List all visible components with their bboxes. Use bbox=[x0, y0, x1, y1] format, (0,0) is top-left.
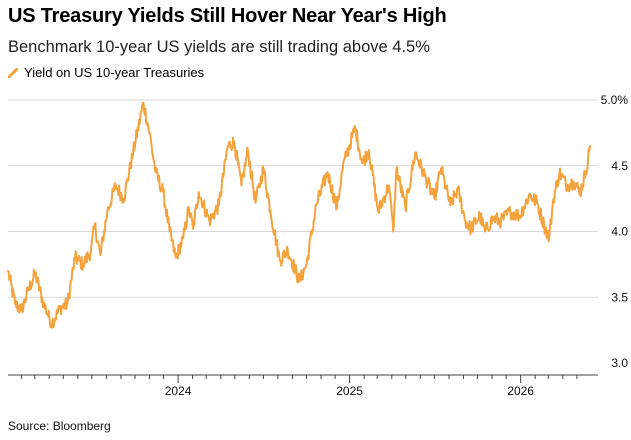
source-note: Source: Bloomberg bbox=[8, 419, 111, 433]
y-tick-label: 5.0% bbox=[601, 93, 629, 107]
x-tick-label: 2026 bbox=[507, 384, 534, 398]
y-tick-label: 3.5 bbox=[611, 290, 628, 304]
chart-subtitle: Benchmark 10-year US yields are still tr… bbox=[8, 38, 430, 56]
legend-label: Yield on US 10-year Treasuries bbox=[24, 65, 205, 80]
y-tick-label: 4.5 bbox=[611, 159, 628, 173]
series-group bbox=[7, 101, 591, 329]
y-tick-labels: 3.0 3.5 4.0 4.5 5.0% bbox=[601, 93, 629, 370]
x-tick-label: 2024 bbox=[165, 384, 192, 398]
x-axis: 2024 2025 2026 bbox=[8, 374, 598, 398]
series-line-yield bbox=[7, 101, 591, 329]
chart-title: US Treasury Yields Still Hover Near Year… bbox=[8, 5, 447, 27]
legend-swatch-icon bbox=[8, 67, 18, 78]
grid-lines bbox=[8, 99, 598, 298]
x-tick-label: 2025 bbox=[336, 384, 363, 398]
y-tick-label: 4.0 bbox=[611, 225, 628, 239]
legend: Yield on US 10-year Treasuries bbox=[8, 65, 204, 80]
y-tick-label: 3.0 bbox=[611, 356, 628, 370]
